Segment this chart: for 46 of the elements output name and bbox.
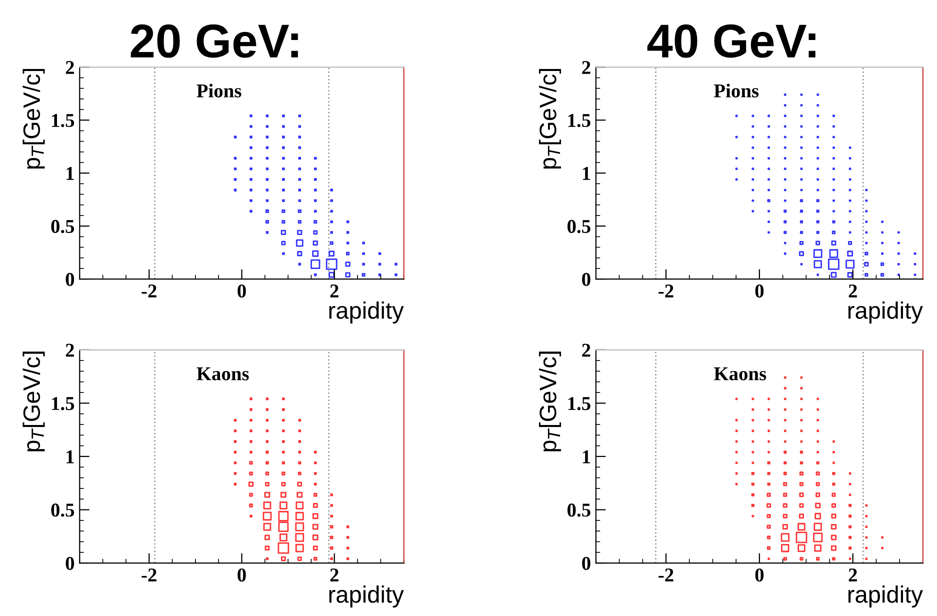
x-axis-title: rapidity [848,302,923,324]
y-tick-label: 2 [66,61,74,74]
x-axis-title: rapidity [848,586,923,608]
y-axis-title: p$_{T}$[GeV/c] [539,352,562,452]
y-tick-label: 1 [66,450,74,464]
y-tick-label: 0.5 [51,220,74,234]
chart-title: 20 GeV: [130,24,298,58]
x-tick-label: 0 [238,568,246,582]
x-tick-label: 2 [330,568,338,582]
y-tick-label: 1.5 [568,397,590,410]
y-axis-title: p$_{T}$[GeV/c] [22,68,45,169]
x-tick-label: -2 [658,568,674,582]
x-tick-label: -2 [658,284,674,298]
y-tick-label: 1 [582,167,590,180]
y-tick-label: 1.5 [568,114,590,128]
x-axis-title: rapidity [329,586,404,608]
y-tick-label: 2 [582,344,590,357]
x-tick-label: 0 [755,568,764,582]
y-tick-label: 1 [582,450,590,464]
y-tick-label: 0 [66,272,74,286]
annotation: Pions [196,84,242,98]
x-tick-label: 0 [238,284,246,298]
x-tick-label: 0 [755,284,764,298]
y-tick-label: 1 [66,167,74,180]
x-tick-label: 2 [848,284,857,298]
y-tick-label: 0.5 [568,220,590,234]
y-tick-label: 2 [66,344,74,357]
x-tick-label: -2 [142,568,156,582]
y-tick-label: 0 [66,556,74,570]
x-tick-label: 2 [848,568,857,582]
x-tick-label: -2 [142,284,156,298]
y-tick-label: 1.5 [52,114,74,128]
y-tick-label: 2 [582,61,590,74]
annotation: Pions [714,84,759,98]
y-tick-label: 0.5 [51,504,74,517]
y-tick-label: 0 [582,272,590,286]
y-axis-title: p$_{T}$[GeV/c] [539,68,562,169]
annotation: Kaons [714,367,766,380]
x-tick-label: 2 [330,284,338,298]
y-axis-title: p$_{T}$[GeV/c] [22,352,45,452]
x-axis-title: rapidity [329,302,404,324]
y-tick-label: 0.5 [568,504,590,517]
annotation: Kaons [196,367,249,380]
y-tick-label: 1.5 [52,397,74,410]
chart-title: 40 GeV: [647,24,816,58]
y-tick-label: 0 [582,556,590,570]
